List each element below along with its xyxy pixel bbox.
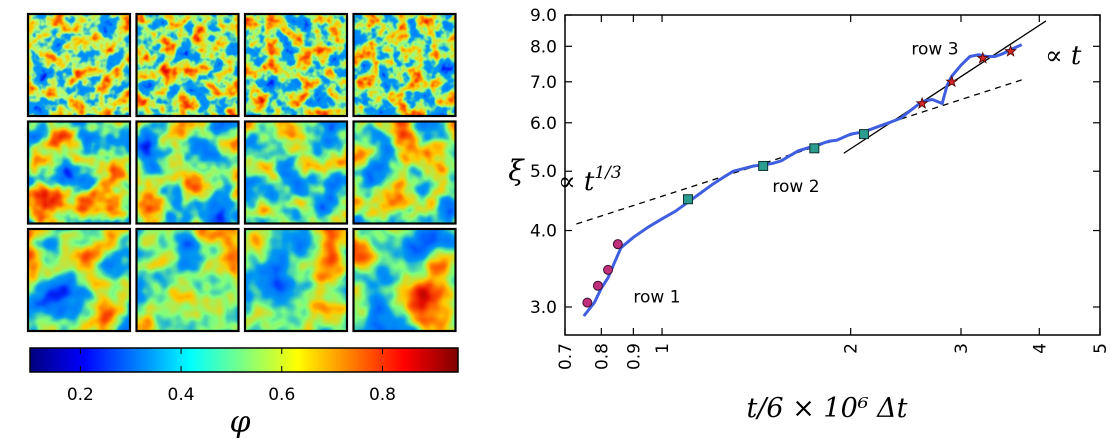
x-tick-label: 2 [842, 343, 862, 354]
snapshot-field [245, 121, 347, 224]
snapshot-field [28, 14, 130, 116]
snapshot-grid [26, 12, 457, 333]
label-t13-base: ∝ t [558, 167, 595, 197]
snapshot-border [243, 227, 349, 333]
snapshot-border [26, 12, 132, 118]
snapshot-panel [352, 120, 457, 225]
snapshot-panel [243, 120, 349, 225]
x-tick-label: 0.7 [556, 343, 576, 370]
x-tick-label: 0.9 [624, 343, 644, 370]
snapshot-panel [352, 12, 457, 118]
snapshot-panel [135, 120, 240, 225]
colorbar-label: φ [229, 405, 250, 439]
snapshot-field [136, 229, 239, 331]
y-tick-label: 3.0 [530, 298, 557, 318]
snapshot-panel [243, 12, 349, 118]
marker-row1 [592, 280, 603, 291]
snapshot-field [28, 121, 130, 224]
x-tick-label: 0.8 [592, 343, 612, 370]
y-tick-label: 6.0 [530, 114, 557, 134]
snapshot-border [135, 227, 240, 333]
x-tick-label: 4 [1030, 343, 1050, 354]
snapshot-field [136, 121, 239, 224]
marker-row2 [758, 160, 769, 171]
colorbar-tick-label: 0.4 [168, 385, 195, 405]
snapshot-border [352, 12, 457, 118]
marker-row1 [582, 297, 593, 308]
label-t13-exponent: 1/3 [594, 163, 621, 183]
colorbar-tick-label: 0.6 [268, 385, 295, 405]
snapshot-field [353, 229, 456, 331]
row-annotation: row 1 [633, 288, 680, 308]
marker-row2 [858, 129, 869, 140]
snapshot-border [352, 227, 457, 333]
x-tick-label: 5 [1091, 343, 1110, 354]
colorbar: 0.2 0.4 0.6 0.8 φ [29, 347, 459, 439]
marker-row3 [1004, 44, 1017, 57]
snapshot-panel [135, 227, 240, 333]
snapshot-panel [26, 227, 132, 333]
snapshot-border [26, 227, 132, 333]
marker-row3 [976, 51, 990, 64]
colorbar-tick-label: 0.8 [369, 385, 396, 405]
snapshot-border [352, 120, 457, 225]
label-t1: ∝ t [1045, 41, 1082, 71]
y-tick-label: 5.0 [530, 162, 557, 182]
marker-row3 [945, 75, 959, 88]
marker-row2 [682, 194, 693, 205]
row-annotation: row 2 [772, 177, 819, 197]
row-annotation: row 3 [911, 40, 958, 60]
snapshot-border [243, 12, 349, 118]
chart: 0.7 0.8 0.9 1 2 3 4 5 3.0 4.0 5.0 6.0 7.0 8.0 9.0 row… [508, 6, 1110, 424]
reference-line-t [843, 20, 1047, 154]
x-axis-label: t/6 × 10⁶ Δt [746, 393, 907, 424]
snapshot-field [245, 14, 347, 116]
y-axis-label: ξ [508, 154, 525, 187]
snapshot-field [28, 229, 130, 331]
y-tick-label: 8.0 [530, 37, 557, 57]
colorbar-gradient [29, 347, 459, 373]
y-tick-label: 4.0 [530, 222, 557, 242]
snapshot-border [26, 120, 132, 225]
marker-row3 [915, 96, 929, 110]
y-tick-label: 7.0 [530, 73, 557, 93]
snapshot-panel [26, 120, 132, 225]
snapshot-panel [352, 227, 457, 333]
snapshot-border [243, 120, 349, 225]
y-tick-label: 9.0 [530, 6, 557, 26]
snapshot-panel [243, 227, 349, 333]
snapshot-field [245, 229, 347, 331]
snapshot-panel [26, 12, 132, 118]
plot-frame [564, 14, 1101, 336]
snapshot-border [135, 120, 240, 225]
marker-row1 [612, 239, 623, 250]
snapshot-border [135, 12, 240, 118]
marker-row2 [809, 143, 820, 154]
label-t13: ∝ t1/3 [558, 163, 622, 197]
snapshot-field [353, 121, 456, 224]
colorbar-tick-label: 0.2 [67, 385, 94, 405]
snapshot-field [353, 14, 456, 116]
snapshot-field [136, 14, 239, 116]
x-tick-label: 3 [952, 343, 972, 354]
marker-row1 [603, 264, 614, 275]
snapshot-panel [135, 12, 240, 118]
x-tick-label: 1 [653, 343, 673, 354]
